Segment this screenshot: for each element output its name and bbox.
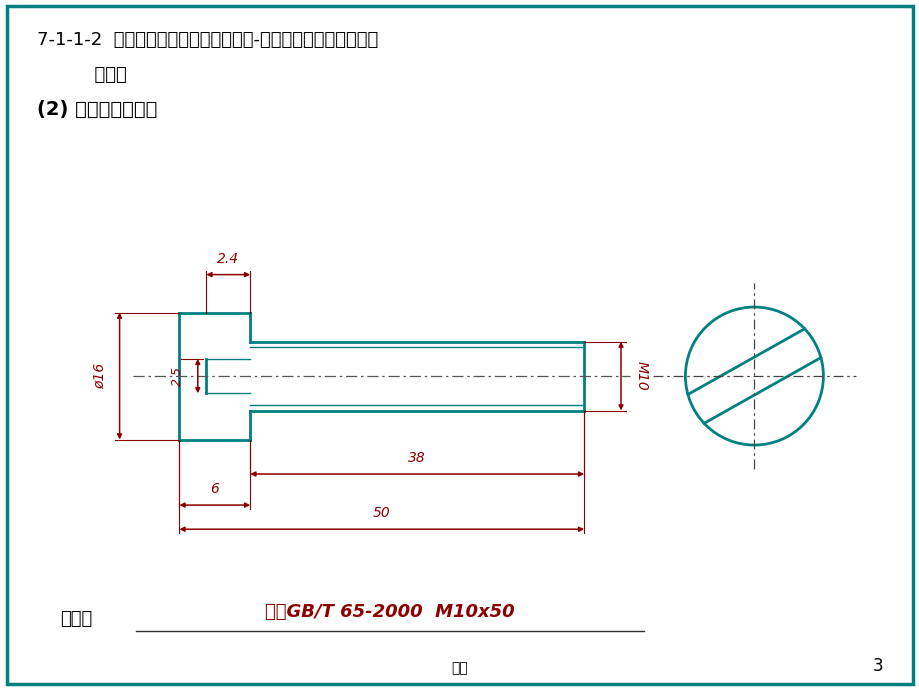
Text: 6: 6 <box>210 482 219 496</box>
Text: 50: 50 <box>372 506 391 520</box>
Text: 2.4: 2.4 <box>217 252 239 266</box>
Text: 螺钉GB/T 65-2000  M10x50: 螺钉GB/T 65-2000 M10x50 <box>265 603 515 621</box>
Text: 7-1-1-2  螺纹紧固件标记及画法的练习-由所给图形及尺寸，写出: 7-1-1-2 螺纹紧固件标记及画法的练习-由所给图形及尺寸，写出 <box>37 31 378 49</box>
Text: 标记：: 标记： <box>60 610 92 628</box>
Text: 38: 38 <box>408 451 425 465</box>
Text: ø16: ø16 <box>92 363 107 389</box>
Text: 3: 3 <box>871 657 882 675</box>
Text: (2) 开槽圆柱头螺钉: (2) 开槽圆柱头螺钉 <box>37 100 157 119</box>
Text: 2.5: 2.5 <box>171 366 184 386</box>
Text: 标记。: 标记。 <box>37 66 127 83</box>
Text: 精选: 精选 <box>451 661 468 675</box>
Text: M10: M10 <box>633 361 648 391</box>
